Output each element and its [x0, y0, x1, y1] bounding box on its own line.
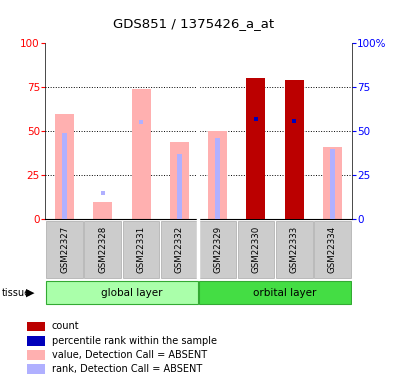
Bar [123, 220, 160, 278]
Bar [199, 220, 236, 278]
Bar [161, 220, 198, 278]
Bar [46, 280, 198, 304]
Bar [27, 364, 45, 374]
Bar [246, 78, 265, 219]
Bar [323, 147, 342, 219]
Bar [330, 149, 335, 219]
Bar [199, 280, 351, 304]
Bar [276, 220, 312, 278]
Text: value, Detection Call = ABSENT: value, Detection Call = ABSENT [52, 350, 207, 360]
Text: GSM22333: GSM22333 [290, 226, 299, 273]
Bar [237, 220, 274, 278]
Bar [27, 321, 45, 332]
Text: tissue: tissue [2, 288, 31, 297]
Bar [284, 80, 304, 219]
Text: GSM22327: GSM22327 [60, 226, 69, 273]
Bar [55, 114, 74, 219]
Bar [314, 220, 351, 278]
Text: GSM22330: GSM22330 [251, 226, 260, 273]
Text: GSM22331: GSM22331 [137, 226, 146, 273]
Bar [170, 142, 189, 219]
Bar [27, 336, 45, 346]
Bar [27, 350, 45, 360]
Text: GSM22328: GSM22328 [98, 226, 107, 273]
Text: GSM22332: GSM22332 [175, 226, 184, 273]
Bar [85, 220, 121, 278]
Bar [132, 89, 150, 219]
Text: orbital layer: orbital layer [253, 288, 316, 297]
Text: GSM22334: GSM22334 [328, 226, 337, 273]
Bar [177, 154, 182, 219]
Bar [215, 138, 220, 219]
Bar [62, 133, 67, 219]
Bar [46, 220, 83, 278]
Text: ▶: ▶ [26, 288, 34, 297]
Text: GDS851 / 1375426_a_at: GDS851 / 1375426_a_at [113, 17, 274, 30]
Text: rank, Detection Call = ABSENT: rank, Detection Call = ABSENT [52, 364, 202, 374]
Bar [208, 131, 227, 219]
Text: percentile rank within the sample: percentile rank within the sample [52, 336, 216, 346]
Bar [93, 202, 113, 219]
Text: global layer: global layer [101, 288, 162, 297]
Text: count: count [52, 321, 79, 332]
Text: GSM22329: GSM22329 [213, 226, 222, 273]
